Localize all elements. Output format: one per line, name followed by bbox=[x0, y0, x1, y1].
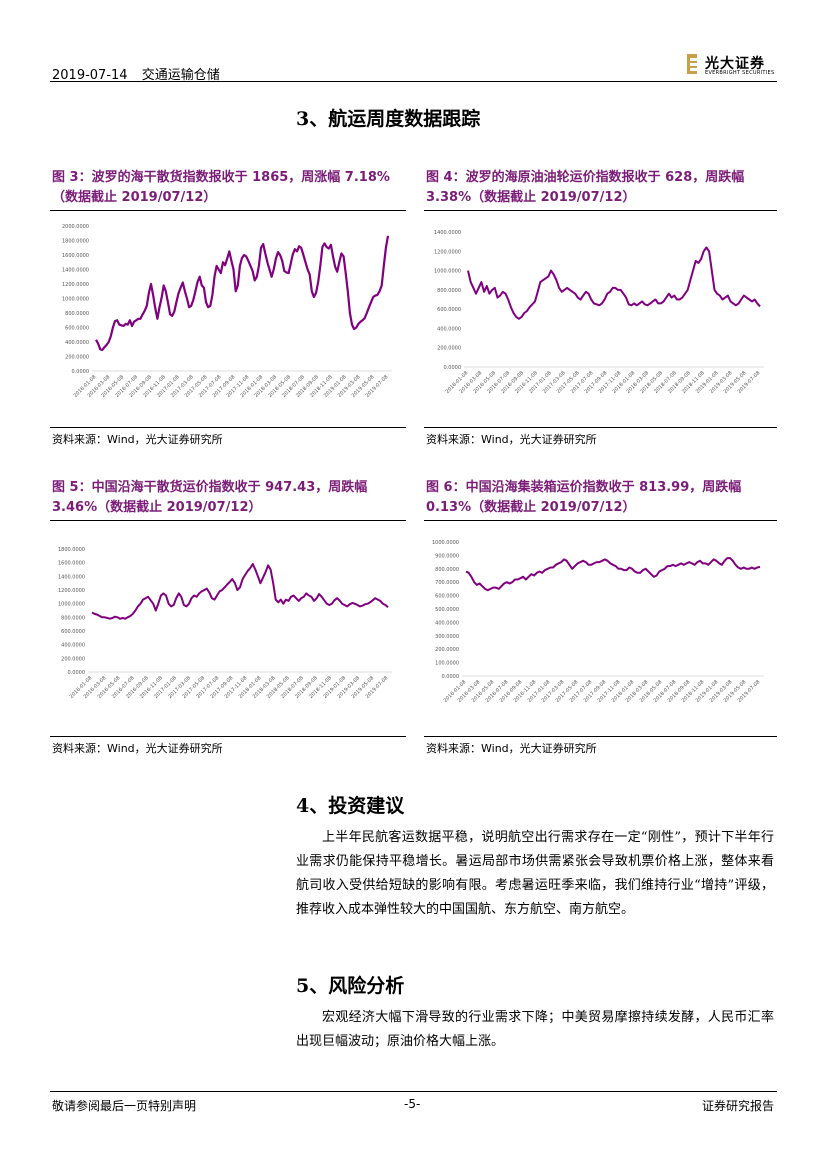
report-sector: 交通运输仓储 bbox=[141, 68, 220, 83]
fig3-ytick-label: 600.0000 bbox=[65, 326, 89, 332]
fig5-ytick-label: 1600.0000 bbox=[58, 561, 85, 567]
fig4-ytick-label: 600.0000 bbox=[437, 307, 461, 313]
fig6-caption-line1: 图 6：中国沿海集装箱运价指数收于 813.99，周跌幅 bbox=[426, 480, 742, 495]
everbright-logo: 光大证券 EVERBRIGHT SECURITIES bbox=[687, 52, 777, 78]
fig3-ytick-label: 2000.0000 bbox=[62, 224, 89, 230]
fig6-ytick-label: 400.0000 bbox=[435, 620, 459, 626]
fig4-chart-svg: 1400.0000 1200.0000 1000.0000 800.0000 600.0… bbox=[434, 230, 764, 395]
fig6-chart-svg: 1000.0000 900.0000 800.0000 700.0000 600.000… bbox=[432, 540, 764, 704]
fig6-ytick-label: 200.0000 bbox=[435, 647, 459, 653]
fig5-ytick-label: 1200.0000 bbox=[58, 588, 85, 594]
fig3-source: 资料来源：Wind，光大证券研究所 bbox=[52, 433, 223, 446]
fig4-source: 资料来源：Wind，光大证券研究所 bbox=[426, 433, 597, 446]
fig4-caption-line1: 图 4：波罗的海原油油轮运价指数报收于 628，周跌幅 bbox=[426, 170, 745, 185]
fig3-chart: 2000.0000 1800.0000 1600.0000 1400.0000 1200… bbox=[52, 216, 402, 420]
fig3-series-line bbox=[95, 235, 390, 352]
fig6-ytick-label: 600.0000 bbox=[435, 594, 459, 600]
fig3-caption-line2: （数据截止 2019/07/12） bbox=[52, 190, 217, 205]
fig3-ytick-label: 1800.0000 bbox=[62, 239, 89, 245]
fig6-caption-divider bbox=[424, 520, 777, 521]
footer-divider bbox=[50, 1091, 777, 1092]
fig5-ytick-label: 1800.0000 bbox=[58, 547, 85, 553]
fig3-ytick-label: 0.0000 bbox=[72, 369, 90, 375]
header-divider bbox=[50, 81, 777, 82]
fig5-ytick-label: 0.0000 bbox=[68, 670, 86, 676]
fig3-ytick-label: 1600.0000 bbox=[62, 253, 89, 259]
fig4-ytick-label: 800.0000 bbox=[437, 288, 461, 294]
fig4-caption: 图 4：波罗的海原油油轮运价指数报收于 628，周跌幅 3.38%（数据截止 2… bbox=[426, 168, 778, 208]
fig3-chart-svg: 2000.0000 1800.0000 1600.0000 1400.0000 1200… bbox=[62, 224, 392, 399]
fig4-source-divider bbox=[424, 427, 777, 428]
everbright-logo-icon bbox=[687, 54, 701, 74]
fig5-caption-divider bbox=[50, 520, 406, 521]
fig6-source-divider bbox=[424, 736, 777, 737]
fig3-caption-line1: 图 3：波罗的海干散货指数报收于 1865，周涨幅 7.18% bbox=[52, 170, 390, 185]
fig3-caption-divider bbox=[50, 210, 406, 211]
fig3-caption: 图 3：波罗的海干散货指数报收于 1865，周涨幅 7.18% （数据截止 20… bbox=[52, 168, 412, 208]
fig5-ytick-label: 200.0000 bbox=[61, 656, 85, 662]
footer-disclaimer: 敬请参阅最后一页特别声明 bbox=[52, 1099, 197, 1113]
fig6-caption-line2: 0.13%（数据截止 2019/07/12） bbox=[426, 500, 636, 515]
logo-en-text: EVERBRIGHT SECURITIES bbox=[705, 70, 775, 76]
fig5-source-divider bbox=[50, 736, 406, 737]
fig6-source: 资料来源：Wind，光大证券研究所 bbox=[426, 742, 597, 755]
fig6-ytick-label: 900.0000 bbox=[435, 553, 459, 559]
fig5-chart-svg: 1800.0000 1600.0000 1400.0000 1200.0000 1000… bbox=[58, 547, 392, 700]
fig4-ytick-label: 1200.0000 bbox=[434, 249, 461, 255]
fig6-ytick-label: 800.0000 bbox=[435, 567, 459, 573]
fig6-ytick-label: 1000.0000 bbox=[432, 540, 459, 546]
header-meta: 2019-07-14 交通运输仓储 bbox=[52, 64, 230, 83]
fig5-chart: 1800.0000 1600.0000 1400.0000 1200.0000 1000… bbox=[52, 535, 402, 731]
section-4-body: 上半年民航客运数据平稳，说明航空出行需求存在一定“刚性”，预计下半年行业需求仍能… bbox=[296, 830, 774, 917]
fig5-series-line bbox=[91, 563, 389, 620]
section-5-body: 宏观经济大幅下滑导致的行业需求下降；中美贸易摩擦持续发酵，人民币汇率出现巨幅波动… bbox=[296, 1010, 774, 1049]
fig4-ytick-label: 200.0000 bbox=[437, 346, 461, 352]
fig4-ytick-label: 1000.0000 bbox=[434, 269, 461, 275]
fig4-ytick-label: 400.0000 bbox=[437, 326, 461, 332]
fig3-ytick-label: 1400.0000 bbox=[62, 268, 89, 274]
fig6-ytick-label: 0.0000 bbox=[442, 674, 460, 680]
fig6-caption: 图 6：中国沿海集装箱运价指数收于 813.99，周跌幅 0.13%（数据截止 … bbox=[426, 478, 778, 518]
fig6-series-line bbox=[465, 557, 761, 592]
fig4-caption-divider bbox=[424, 210, 777, 211]
section-4-title: 4、投资建议 bbox=[296, 795, 405, 817]
section-5-title: 5、风险分析 bbox=[296, 975, 405, 997]
fig5-caption: 图 5：中国沿海干散货运价指数收于 947.43，周跌幅 3.46%（数据截止 … bbox=[52, 478, 412, 518]
fig5-caption-line1: 图 5：中国沿海干散货运价指数收于 947.43，周跌幅 bbox=[52, 480, 368, 495]
section-3-title: 3、航运周度数据跟踪 bbox=[296, 108, 481, 130]
fig6-chart: 1000.0000 900.0000 800.0000 700.0000 600.000… bbox=[426, 534, 774, 730]
fig3-ytick-label: 1200.0000 bbox=[62, 282, 89, 288]
fig5-ytick-label: 800.0000 bbox=[61, 615, 85, 621]
fig5-ytick-label: 400.0000 bbox=[61, 643, 85, 649]
page-number: -5- bbox=[404, 1097, 421, 1111]
fig4-ytick-label: 1400.0000 bbox=[434, 230, 461, 236]
fig3-ytick-label: 200.0000 bbox=[65, 355, 89, 361]
fig3-ytick-label: 400.0000 bbox=[65, 340, 89, 346]
fig5-ytick-label: 1000.0000 bbox=[58, 602, 85, 608]
fig6-ytick-label: 100.0000 bbox=[435, 661, 459, 667]
fig5-caption-line2: 3.46%（数据截止 2019/07/12） bbox=[52, 500, 262, 515]
fig4-series-line bbox=[467, 246, 761, 320]
fig5-ytick-label: 600.0000 bbox=[61, 629, 85, 635]
fig3-ytick-label: 1000.0000 bbox=[62, 297, 89, 303]
fig3-source-divider bbox=[50, 427, 406, 428]
fig6-ytick-label: 500.0000 bbox=[435, 607, 459, 613]
fig6-ytick-label: 300.0000 bbox=[435, 634, 459, 640]
fig5-ytick-label: 1400.0000 bbox=[58, 574, 85, 580]
fig6-ytick-label: 700.0000 bbox=[435, 580, 459, 586]
report-date: 2019-07-14 bbox=[52, 68, 128, 83]
fig4-caption-line2: 3.38%（数据截止 2019/07/12） bbox=[426, 190, 636, 205]
fig4-chart: 1400.0000 1200.0000 1000.0000 800.0000 600.0… bbox=[426, 216, 774, 420]
fig5-source: 资料来源：Wind，光大证券研究所 bbox=[52, 742, 223, 755]
logo-cn-text: 光大证券 bbox=[705, 56, 765, 72]
footer-report-type: 证券研究报告 bbox=[702, 1099, 775, 1113]
fig3-ytick-label: 800.0000 bbox=[65, 311, 89, 317]
fig4-ytick-label: 0.0000 bbox=[444, 365, 462, 371]
